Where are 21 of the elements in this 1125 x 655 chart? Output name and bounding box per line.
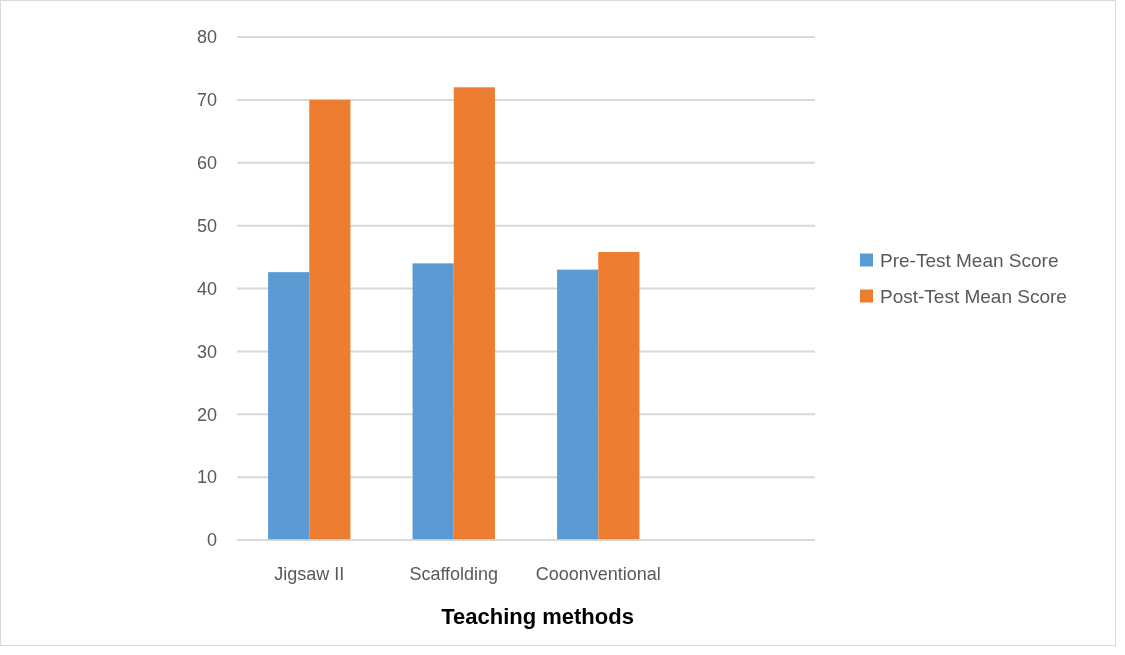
y-tick-label: 20 [196,404,217,425]
bar [557,269,599,540]
legend-label: Post-Test Mean Score [880,286,1067,308]
y-tick-label: 30 [196,341,217,362]
legend-label: Pre-Test Mean Score [880,250,1059,272]
y-tick-label: 70 [196,90,217,111]
bar [309,99,351,540]
y-tick-label: 60 [196,153,217,174]
y-tick-label: 0 [206,530,217,551]
x-axis-title: Teaching methods [441,604,634,629]
y-tick-label: 40 [196,278,217,299]
y-tick-label: 10 [196,467,217,488]
bar [598,252,640,540]
x-tick-label: Jigsaw II [274,564,345,584]
y-tick-label: 50 [196,215,217,236]
y-tick-label: 80 [196,27,217,48]
bar [412,263,454,540]
bar [268,272,310,540]
x-tick-label: Cooonventional [535,564,661,584]
x-tick-label: Scaffolding [409,564,499,584]
bar [453,87,495,540]
